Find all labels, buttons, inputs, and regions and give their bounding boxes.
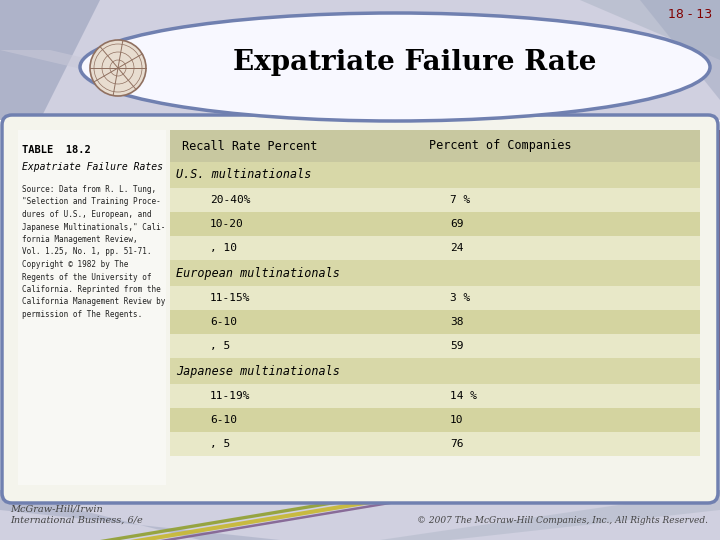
FancyBboxPatch shape	[170, 130, 700, 162]
FancyBboxPatch shape	[170, 432, 700, 456]
Text: 11-15%: 11-15%	[210, 293, 251, 303]
FancyBboxPatch shape	[0, 490, 720, 540]
Text: Recall Rate Percent: Recall Rate Percent	[182, 139, 318, 152]
FancyBboxPatch shape	[0, 0, 720, 120]
FancyBboxPatch shape	[170, 286, 700, 310]
Text: 59: 59	[450, 341, 464, 351]
FancyBboxPatch shape	[170, 384, 700, 408]
Polygon shape	[380, 490, 720, 540]
Text: 6-10: 6-10	[210, 317, 237, 327]
Text: 11-19%: 11-19%	[210, 391, 251, 401]
Text: 10: 10	[450, 415, 464, 425]
Text: , 5: , 5	[210, 439, 230, 449]
Text: U.S. multinationals: U.S. multinationals	[176, 168, 311, 181]
Text: Source: Data from R. L. Tung,
"Selection and Training Proce-
dures of U.S., Euro: Source: Data from R. L. Tung, "Selection…	[22, 185, 166, 319]
Text: 7 %: 7 %	[450, 195, 470, 205]
Polygon shape	[0, 50, 350, 120]
Text: International Business, 6/e: International Business, 6/e	[10, 516, 143, 525]
Text: 10-20: 10-20	[210, 219, 244, 229]
Text: Expatriate Failure Rates: Expatriate Failure Rates	[22, 162, 163, 172]
FancyBboxPatch shape	[170, 162, 700, 188]
Text: 6-10: 6-10	[210, 415, 237, 425]
Text: TABLE  18.2: TABLE 18.2	[22, 145, 91, 155]
Polygon shape	[0, 490, 280, 540]
FancyBboxPatch shape	[710, 130, 720, 390]
Circle shape	[90, 40, 146, 96]
Polygon shape	[100, 490, 420, 540]
FancyBboxPatch shape	[170, 212, 700, 236]
Polygon shape	[0, 0, 100, 120]
FancyBboxPatch shape	[170, 236, 700, 260]
Text: 18 - 13: 18 - 13	[668, 8, 712, 21]
Text: McGraw-Hill/Irwin: McGraw-Hill/Irwin	[10, 504, 103, 513]
Text: Percent of Companies: Percent of Companies	[428, 139, 571, 152]
Text: 38: 38	[450, 317, 464, 327]
FancyBboxPatch shape	[170, 358, 700, 384]
Text: Expatriate Failure Rate: Expatriate Failure Rate	[233, 50, 597, 77]
Text: 69: 69	[450, 219, 464, 229]
Text: 14 %: 14 %	[450, 391, 477, 401]
FancyBboxPatch shape	[18, 130, 166, 485]
Text: 3 %: 3 %	[450, 293, 470, 303]
Ellipse shape	[80, 13, 710, 121]
FancyBboxPatch shape	[170, 408, 700, 432]
FancyBboxPatch shape	[170, 188, 700, 212]
Text: European multinationals: European multinationals	[176, 267, 340, 280]
Text: , 5: , 5	[210, 341, 230, 351]
Text: Japanese multinationals: Japanese multinationals	[176, 364, 340, 377]
Text: 24: 24	[450, 243, 464, 253]
FancyBboxPatch shape	[170, 310, 700, 334]
Polygon shape	[130, 490, 455, 540]
Text: 20-40%: 20-40%	[210, 195, 251, 205]
FancyBboxPatch shape	[170, 260, 700, 286]
FancyBboxPatch shape	[170, 334, 700, 358]
Text: , 10: , 10	[210, 243, 237, 253]
Text: © 2007 The McGraw-Hill Companies, Inc., All Rights Reserved.: © 2007 The McGraw-Hill Companies, Inc., …	[417, 516, 708, 525]
Polygon shape	[580, 0, 720, 60]
Polygon shape	[160, 490, 475, 540]
FancyBboxPatch shape	[2, 115, 718, 503]
Polygon shape	[640, 0, 720, 100]
Text: 76: 76	[450, 439, 464, 449]
